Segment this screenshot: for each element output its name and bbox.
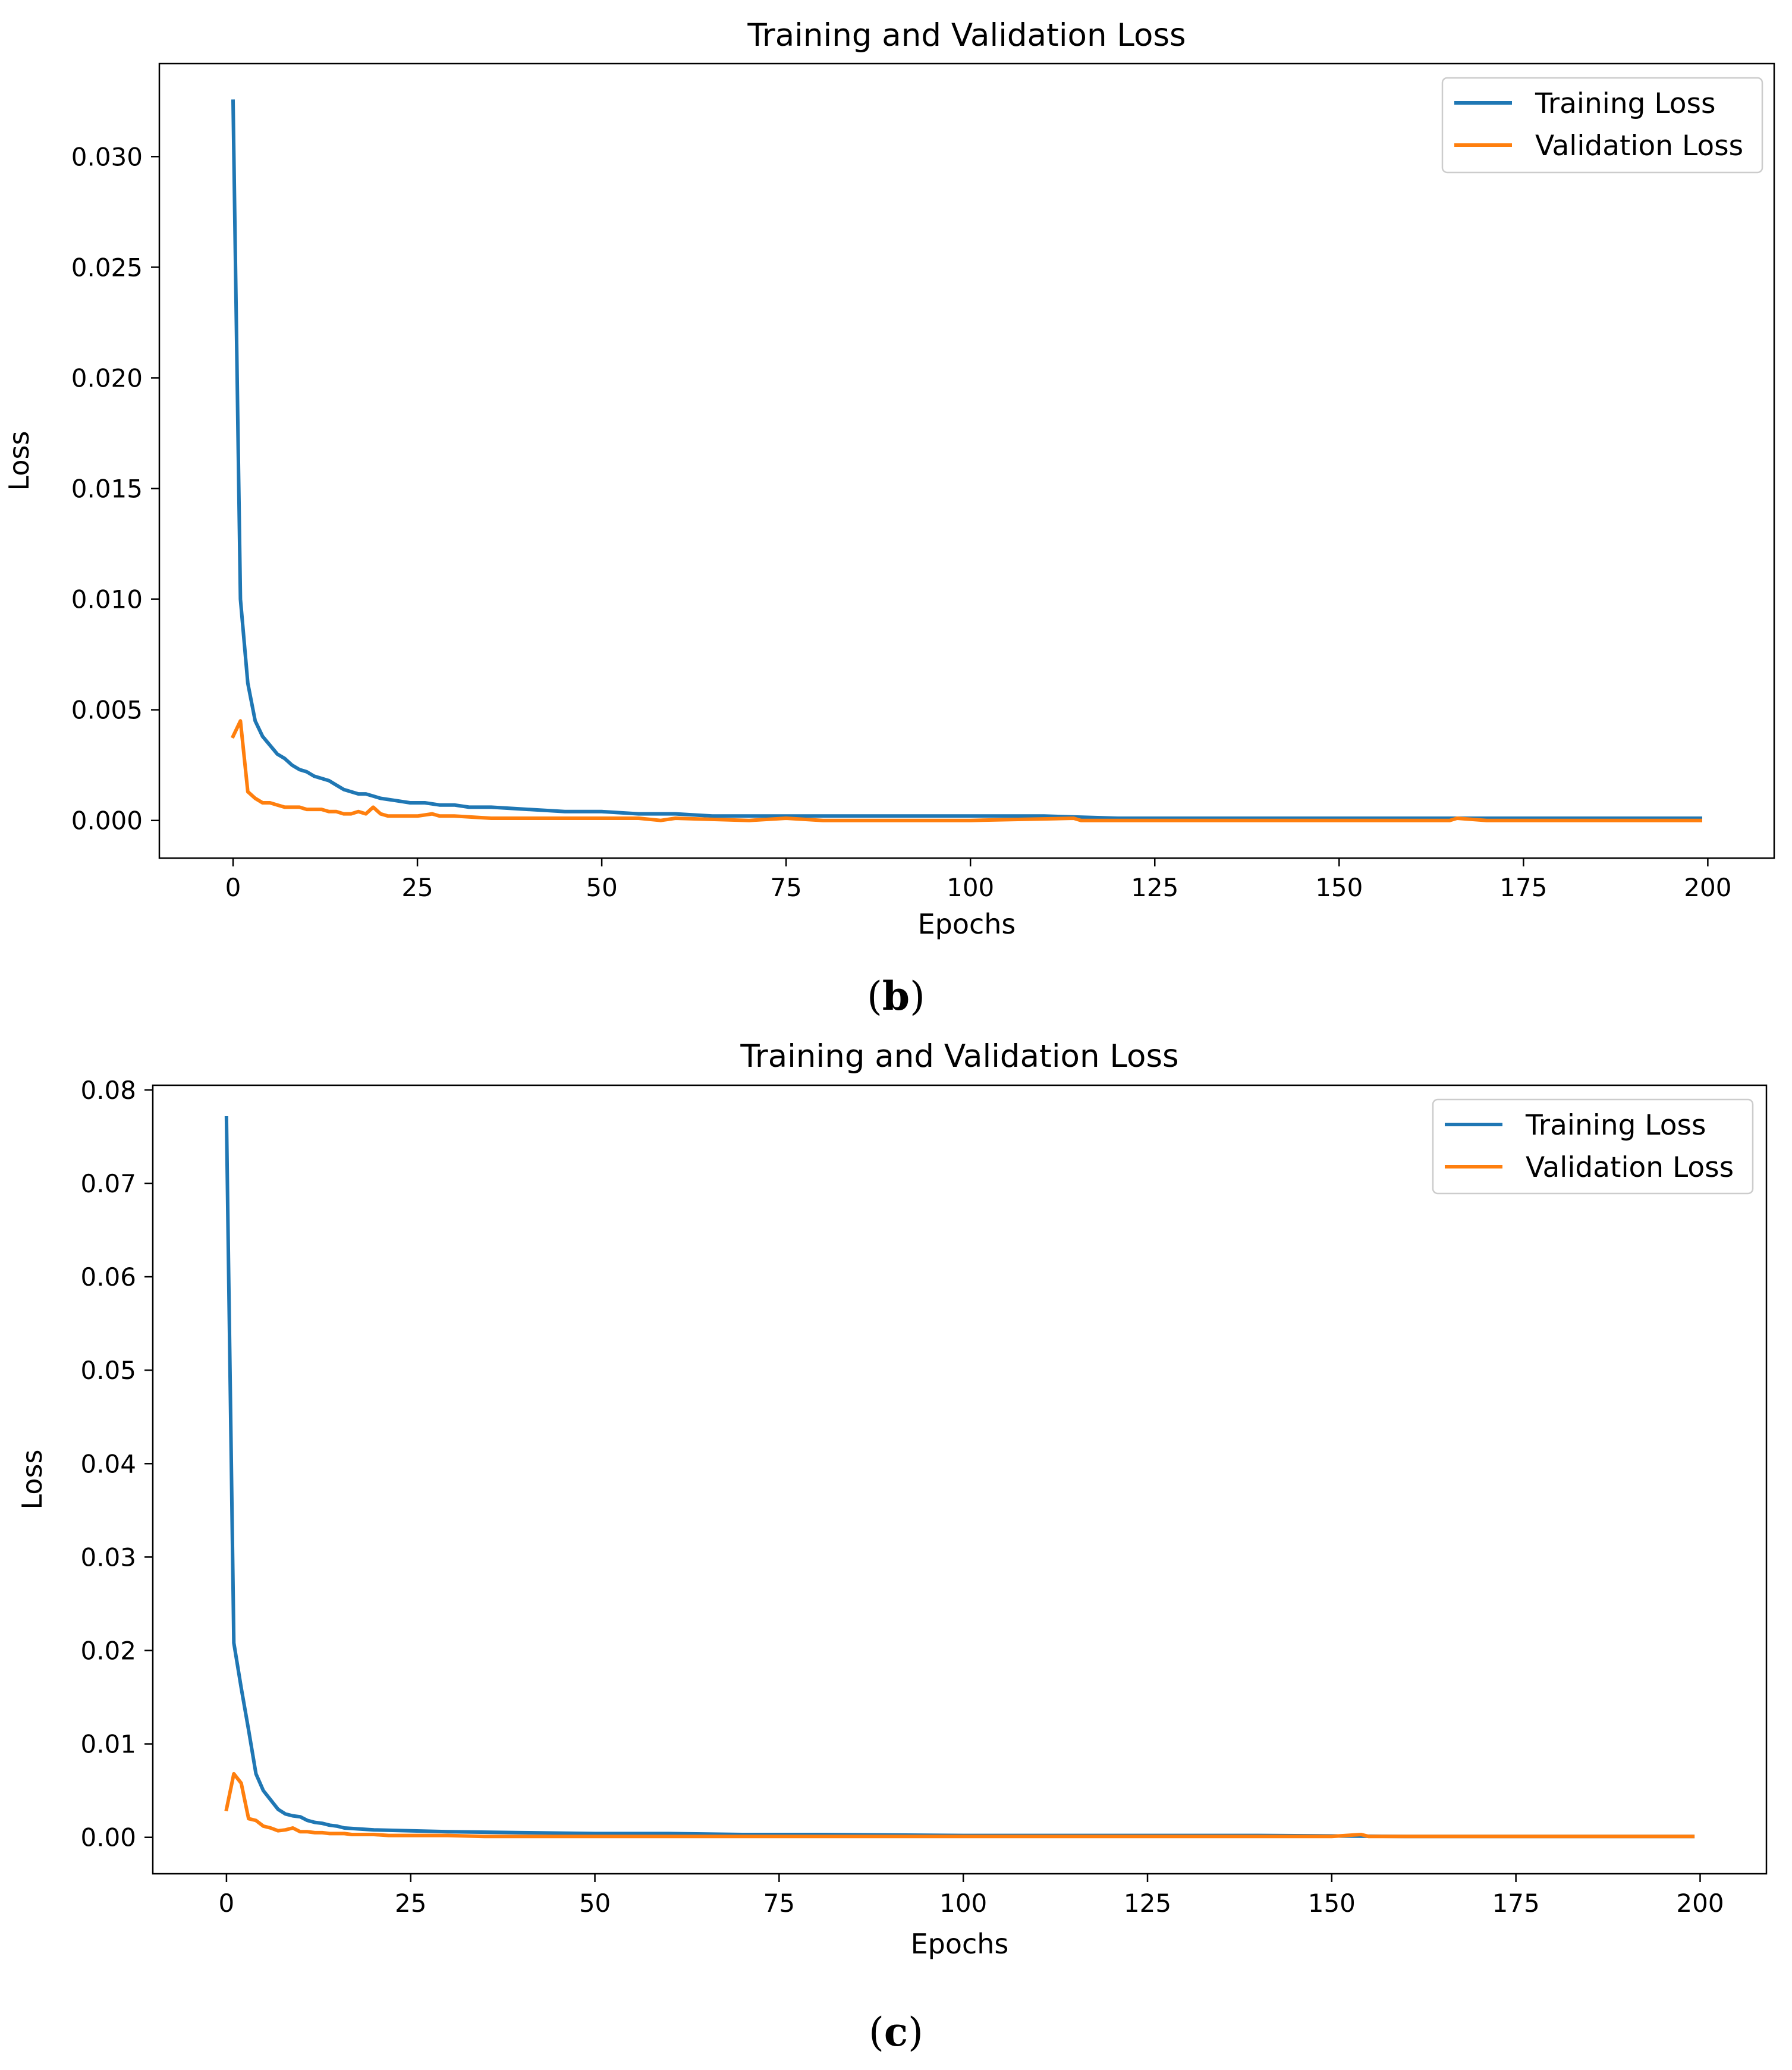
- legend: Training Loss Validation Loss: [1441, 77, 1763, 174]
- x-tick-label: 100: [939, 1889, 987, 1918]
- legend-box: [1432, 1098, 1754, 1195]
- y-tick-label: 0.010: [71, 585, 143, 614]
- y-tick-label: 0.07: [80, 1169, 136, 1198]
- legend-label: Validation Loss: [1526, 1151, 1734, 1184]
- y-tick-label: 0.03: [80, 1543, 136, 1572]
- y-axis-label: Loss: [3, 431, 35, 491]
- y-tick-label: 0.030: [71, 142, 143, 171]
- caption-open-paren: (: [867, 973, 882, 1019]
- legend-label: Training Loss: [1535, 87, 1715, 120]
- legend: Training Loss Validation Loss: [1432, 1098, 1754, 1195]
- x-tick-label: 150: [1308, 1889, 1356, 1918]
- legend-label: Training Loss: [1525, 1109, 1706, 1142]
- x-tick-label: 0: [225, 873, 241, 902]
- panel-caption: (b): [867, 973, 925, 1019]
- plot-frame: [158, 62, 1775, 859]
- y-tick-label: 0.04: [80, 1449, 136, 1478]
- x-tick-label: 25: [401, 873, 433, 902]
- series-line-validation-loss: [231, 719, 1702, 822]
- x-tick-label: 175: [1492, 1889, 1540, 1918]
- x-tick-label: 125: [1131, 873, 1178, 902]
- caption-letter: b: [882, 973, 910, 1019]
- y-tick-label: 0.015: [71, 475, 143, 504]
- caption-close-paren: ): [908, 2009, 923, 2055]
- plot-frame: [152, 1084, 1768, 1875]
- chart-0: Training and Validation Loss 0 25 50 75 100 12…: [3, 17, 1775, 1019]
- series-line-validation-loss: [224, 1771, 1695, 1839]
- y-axis-label: Loss: [16, 1450, 48, 1510]
- y-tick-label: 0.01: [80, 1730, 136, 1759]
- x-tick-label: 50: [586, 873, 617, 902]
- caption-open-paren: (: [869, 2009, 884, 2055]
- caption-close-paren: ): [910, 973, 925, 1019]
- x-tick-label: 75: [770, 873, 801, 902]
- x-tick-label: 0: [219, 1889, 235, 1918]
- caption-letter: c: [884, 2009, 908, 2055]
- y-tick-label: 0.05: [80, 1356, 136, 1385]
- y-tick-label: 0.08: [80, 1076, 136, 1105]
- x-tick-label: 150: [1315, 873, 1363, 902]
- panel-caption: (c): [869, 2009, 923, 2055]
- y-tick-label: 0.02: [80, 1636, 136, 1666]
- legend-box: [1441, 77, 1763, 174]
- x-tick-label: 25: [395, 1889, 426, 1918]
- y-tick-label: 0.00: [80, 1823, 136, 1852]
- x-tick-label: 200: [1676, 1889, 1724, 1918]
- series-line-training-loss: [231, 99, 1702, 820]
- legend-label: Validation Loss: [1535, 130, 1743, 162]
- x-axis-label: Epochs: [918, 908, 1016, 940]
- x-tick-label: 200: [1684, 873, 1731, 902]
- x-tick-label: 50: [579, 1889, 611, 1918]
- y-tick-label: 0.025: [71, 253, 143, 282]
- y-tick-label: 0.020: [71, 363, 143, 392]
- x-tick-label: 100: [947, 873, 994, 902]
- x-tick-label: 125: [1124, 1889, 1171, 1918]
- x-tick-label: 75: [763, 1889, 795, 1918]
- chart-title: Training and Validation Loss: [747, 17, 1186, 54]
- y-tick-label: 0.06: [80, 1262, 136, 1292]
- y-tick-label: 0.005: [71, 696, 143, 725]
- x-tick-label: 175: [1499, 873, 1547, 902]
- chart-1: Training and Validation Loss 0 25 50 75 100 12…: [16, 1038, 1768, 2055]
- chart-title: Training and Validation Loss: [740, 1038, 1178, 1075]
- y-tick-label: 0.000: [71, 806, 143, 835]
- x-axis-label: Epochs: [911, 1928, 1009, 1960]
